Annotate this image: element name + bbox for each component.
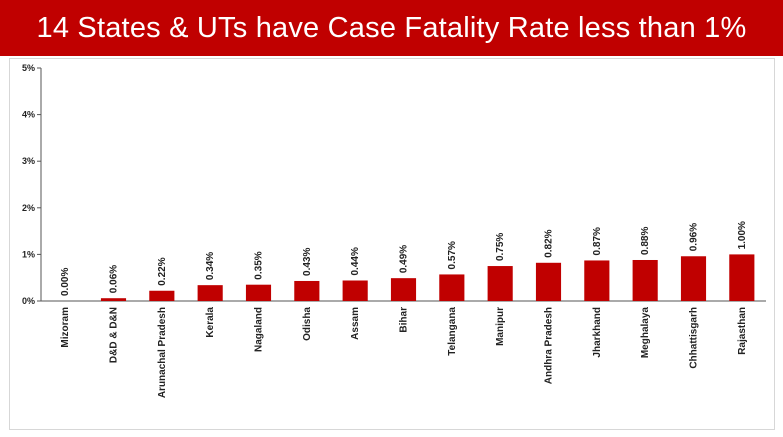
data-label: 0.43% bbox=[302, 247, 313, 275]
y-tick-label: 1% bbox=[22, 249, 35, 259]
bar bbox=[632, 259, 658, 301]
y-tick-label: 0% bbox=[22, 296, 35, 306]
category-label: Chhattisgarh bbox=[689, 307, 700, 369]
data-label: 0.57% bbox=[447, 241, 458, 269]
y-tick-label: 5% bbox=[22, 63, 35, 73]
data-label: 0.96% bbox=[689, 223, 700, 251]
category-label: Manipur bbox=[495, 307, 506, 346]
category-label: Mizoram bbox=[60, 307, 71, 348]
y-tick-label: 2% bbox=[22, 203, 35, 213]
category-label: Odisha bbox=[302, 307, 313, 341]
data-label: 0.87% bbox=[592, 227, 603, 255]
data-label: 1.00% bbox=[737, 221, 748, 249]
bar bbox=[197, 285, 223, 301]
bar bbox=[584, 260, 610, 301]
bar-chart: 0% 1% 2% 3% 4% 5% 0.00% Mizoram 0.06% D&D & D&N 0.… bbox=[22, 63, 766, 398]
title-banner: 14 States & UTs have Case Fatality Rate … bbox=[0, 0, 783, 56]
category-label: Rajasthan bbox=[737, 307, 748, 355]
page-title: 14 States & UTs have Case Fatality Rate … bbox=[36, 11, 747, 44]
chart-frame: 0% 1% 2% 3% 4% 5% 0.00% Mizoram 0.06% D&D & D&N 0.… bbox=[9, 58, 775, 430]
data-label: 0.06% bbox=[109, 265, 120, 293]
y-tick-label: 4% bbox=[22, 110, 35, 120]
data-label: 0.35% bbox=[254, 251, 265, 279]
category-label: Telangana bbox=[447, 307, 458, 356]
y-tick-label: 3% bbox=[22, 156, 35, 166]
data-label: 0.44% bbox=[350, 247, 361, 275]
category-label: Assam bbox=[350, 307, 361, 340]
data-label: 0.00% bbox=[60, 268, 71, 296]
data-label: 0.34% bbox=[205, 252, 216, 280]
data-label: 0.22% bbox=[157, 257, 168, 285]
category-label: Kerala bbox=[205, 307, 216, 338]
category-label: D&D & D&N bbox=[109, 307, 120, 363]
bar bbox=[149, 290, 175, 301]
bar bbox=[487, 266, 513, 301]
bar bbox=[294, 280, 320, 301]
category-label: Meghalaya bbox=[640, 307, 651, 359]
data-label: 0.49% bbox=[399, 245, 410, 273]
data-label: 0.82% bbox=[544, 229, 555, 257]
category-label: Bihar bbox=[399, 307, 410, 333]
bar bbox=[729, 254, 755, 301]
bar bbox=[439, 274, 465, 301]
bar bbox=[342, 280, 368, 301]
bar bbox=[390, 278, 417, 301]
category-label: Jharkhand bbox=[592, 307, 603, 358]
category-label: Arunachal Pradesh bbox=[157, 307, 168, 398]
bar bbox=[680, 256, 707, 301]
category-label: Nagaland bbox=[254, 307, 265, 352]
bar bbox=[535, 262, 562, 301]
data-label: 0.75% bbox=[495, 233, 506, 261]
bar bbox=[100, 298, 127, 301]
data-label: 0.88% bbox=[640, 227, 651, 255]
category-label: Andhra Pradesh bbox=[544, 307, 555, 384]
bar bbox=[245, 284, 272, 301]
